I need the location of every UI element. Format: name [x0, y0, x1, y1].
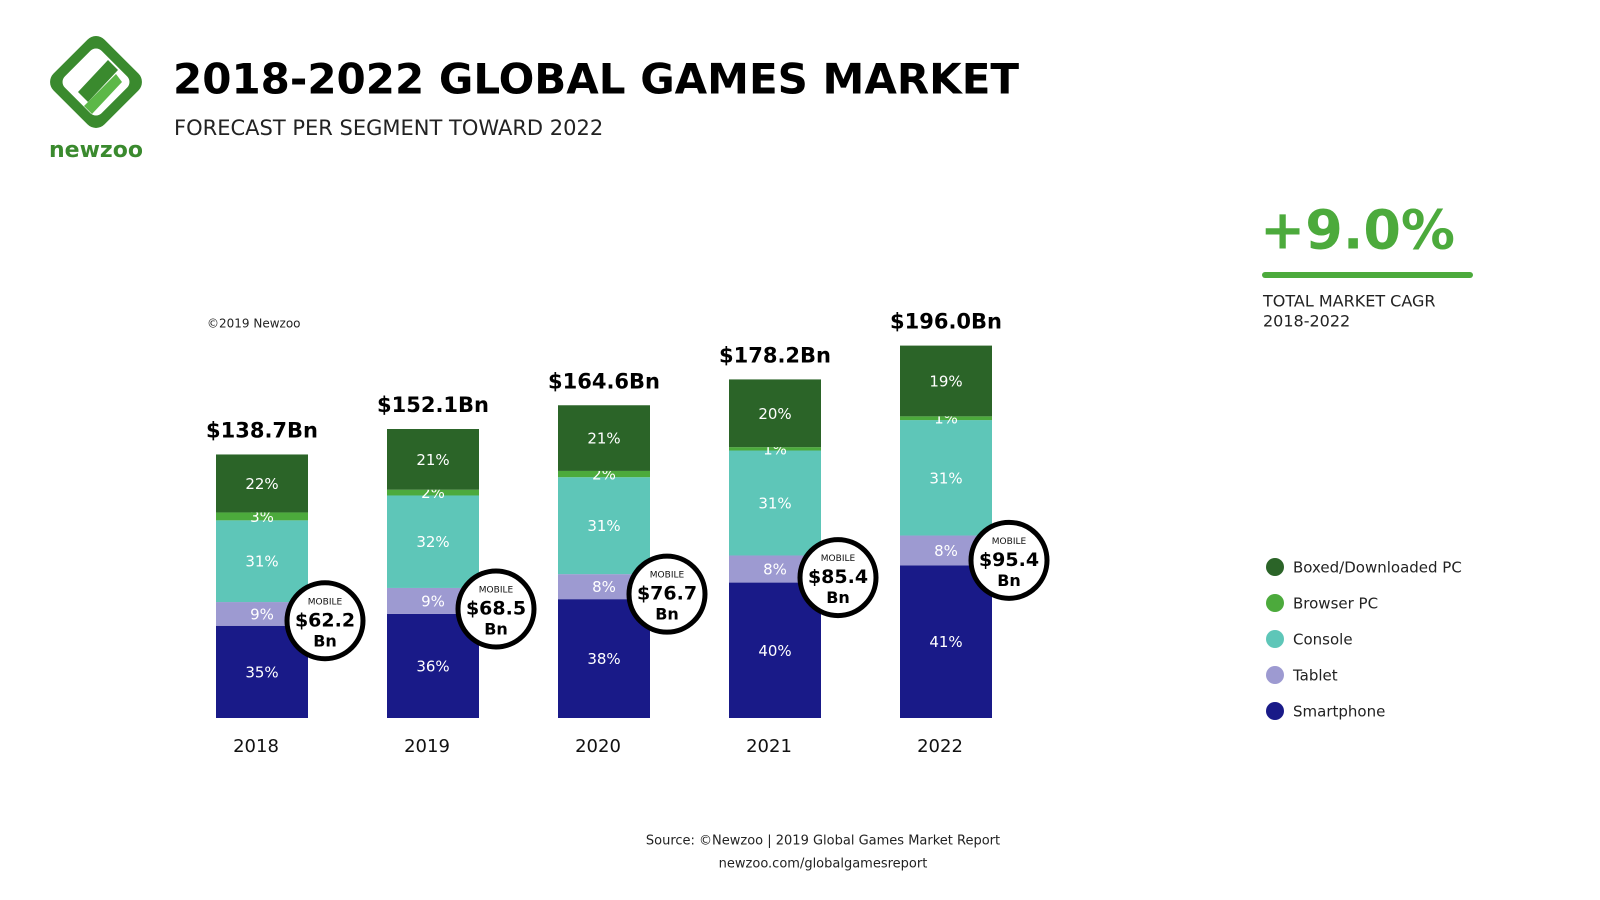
- segment-label: 21%: [416, 451, 449, 469]
- mobile-value: $76.7: [637, 583, 697, 605]
- segment-label: 8%: [763, 561, 787, 579]
- bar-segment: [729, 450, 821, 556]
- mobile-badge: [968, 519, 1050, 601]
- x-tick-label: 2022: [917, 736, 963, 757]
- bar-segment: [729, 447, 821, 451]
- bar-segment: [558, 405, 650, 471]
- mobile-value: $95.4: [979, 549, 1039, 571]
- mobile-value: $85.4: [808, 566, 868, 588]
- legend-swatch: [1266, 558, 1284, 576]
- legend-label: Boxed/Downloaded PC: [1293, 559, 1462, 577]
- segment-label: 31%: [929, 469, 962, 487]
- chart-title: 2018-2022 GLOBAL GAMES MARKET: [173, 55, 1019, 104]
- segment-label: 36%: [416, 657, 449, 675]
- total-label: $152.1Bn: [377, 393, 489, 417]
- segment-label: 31%: [245, 553, 278, 571]
- bar-segment: [216, 454, 308, 513]
- segment-label: 9%: [250, 605, 274, 623]
- logo-text: newzoo: [49, 138, 143, 163]
- x-tick-label: 2021: [746, 736, 792, 757]
- chart-subtitle: FORECAST PER SEGMENT TOWARD 2022: [174, 116, 603, 140]
- mobile-title: MOBILE: [992, 537, 1027, 547]
- source: Source: ©Newzoo | 2019 Global Games Mark…: [646, 834, 1000, 849]
- bar-segment: [900, 420, 992, 536]
- segment-label: 32%: [416, 533, 449, 551]
- bar-segment: [558, 599, 650, 718]
- mobile-badge: [797, 537, 879, 619]
- mobile-unit: Bn: [313, 631, 337, 650]
- bar-segment: [729, 582, 821, 718]
- segment-label: 8%: [934, 542, 958, 560]
- segment-label: 31%: [587, 517, 620, 535]
- legend-swatch: [1266, 594, 1284, 612]
- mobile-title: MOBILE: [479, 585, 514, 595]
- bar-segment: [387, 429, 479, 490]
- mobile-badge: [284, 580, 366, 662]
- bar-segment: [900, 565, 992, 718]
- bar-segment: [900, 345, 992, 417]
- bar-segment: [900, 416, 992, 421]
- mobile-badge: [626, 553, 708, 635]
- source-url: newzoo.com/globalgamesreport: [719, 857, 928, 872]
- mobile-value: $68.5: [466, 597, 526, 619]
- bar-segment: [558, 470, 650, 478]
- total-label: $138.7Bn: [206, 418, 318, 442]
- legend-label: Console: [1293, 631, 1353, 649]
- bar-segment: [729, 379, 821, 448]
- mobile-unit: Bn: [484, 619, 508, 638]
- total-label: $164.6Bn: [548, 369, 660, 393]
- x-tick-label: 2019: [404, 736, 450, 757]
- bar-segment: [216, 520, 308, 603]
- mobile-title: MOBILE: [308, 597, 343, 607]
- mobile-unit: Bn: [997, 571, 1021, 590]
- legend-label: Browser PC: [1293, 595, 1378, 613]
- mobile-badge: [455, 568, 537, 650]
- segment-label: 31%: [758, 495, 791, 513]
- cagr-value: +9.0%: [1260, 199, 1455, 262]
- mobile-unit: Bn: [655, 605, 679, 624]
- cagr-underline: [1262, 272, 1473, 278]
- x-tick-label: 2018: [233, 736, 279, 757]
- segment-label: 9%: [421, 592, 445, 610]
- segment-label: 20%: [758, 405, 791, 423]
- legend-swatch: [1266, 702, 1284, 720]
- legend-label: Tablet: [1292, 667, 1338, 685]
- mobile-value: $62.2: [295, 609, 355, 631]
- bar-segment: [387, 489, 479, 496]
- legend-label: Smartphone: [1293, 703, 1385, 721]
- mobile-unit: Bn: [826, 588, 850, 607]
- segment-label: 8%: [592, 578, 616, 596]
- logo: newzoo: [49, 36, 143, 163]
- bar-segment: [216, 512, 308, 521]
- bar-segment: [558, 477, 650, 575]
- x-tick-label: 2020: [575, 736, 621, 757]
- legend-swatch: [1266, 666, 1284, 684]
- bar-segment: [387, 495, 479, 588]
- segment-label: 38%: [587, 650, 620, 668]
- segment-label: 40%: [758, 642, 791, 660]
- cagr-caption: 2018-2022: [1263, 312, 1350, 331]
- segment-label: 19%: [929, 372, 962, 390]
- mobile-title: MOBILE: [650, 571, 685, 581]
- segment-label: 21%: [587, 430, 620, 448]
- segment-label: 35%: [245, 663, 278, 681]
- copyright: ©2019 Newzoo: [207, 317, 301, 331]
- segment-label: 22%: [245, 475, 278, 493]
- legend-swatch: [1266, 630, 1284, 648]
- total-label: $178.2Bn: [719, 343, 831, 367]
- cagr-caption: TOTAL MARKET CAGR: [1262, 292, 1436, 311]
- segment-label: 41%: [929, 633, 962, 651]
- total-label: $196.0Bn: [890, 310, 1002, 334]
- mobile-title: MOBILE: [821, 554, 856, 564]
